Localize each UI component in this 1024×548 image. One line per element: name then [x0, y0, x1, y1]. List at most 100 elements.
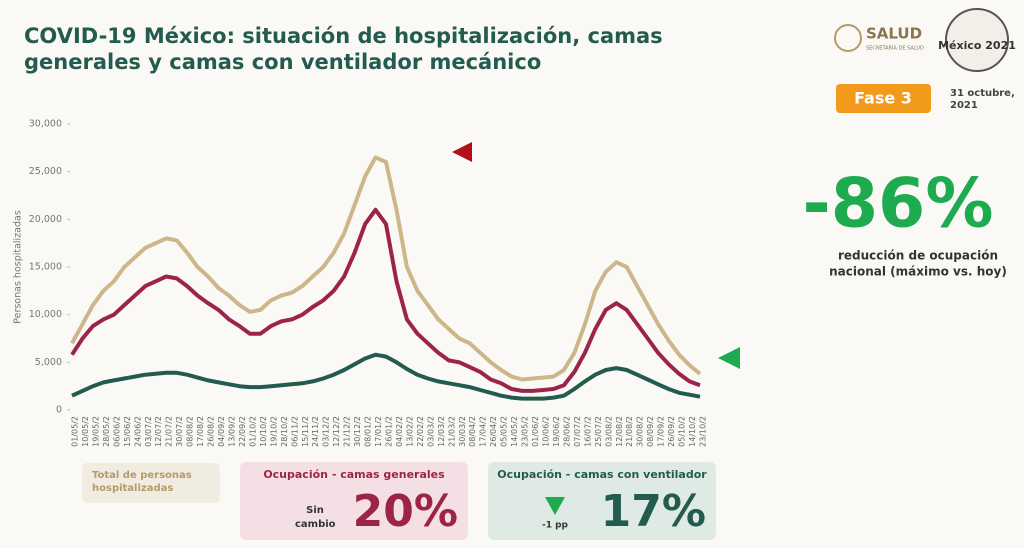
x-tick-label: 04/09/2 [217, 416, 226, 447]
y-tick-label: 20,000 [29, 214, 62, 225]
x-tick-label: 28/06/2 [562, 416, 571, 447]
x-tick-label: 30/03/2 [458, 416, 467, 447]
x-tick-label: 24/11/2 [311, 416, 320, 447]
x-tick-label: 16/07/2 [583, 416, 592, 447]
x-tick-label: 01/10/2 [248, 416, 257, 447]
series-line [70, 207, 701, 393]
x-tick-label: 12/12/2 [332, 416, 341, 447]
legend-label: Ocupación - camas generales [263, 468, 445, 481]
x-tick-label: 30/08/2 [636, 416, 645, 447]
x-tick-label: 22/02/2 [416, 416, 425, 447]
x-tick-label: 15/11/2 [301, 416, 310, 447]
x-tick-label: 13/02/2 [405, 416, 414, 447]
x-tick-label: 10/10/2 [259, 416, 268, 447]
x-tick-label: 17/09/2 [657, 416, 666, 447]
x-tick-label: 17/04/2 [479, 416, 488, 447]
y-tick-label: 25,000 [29, 166, 62, 177]
x-tick-label: 23/05/2 [521, 416, 530, 447]
x-tick-label: 23/10/2 [699, 416, 708, 447]
x-tick-label: 03/03/2 [426, 416, 435, 447]
emblem [945, 8, 1009, 72]
x-tick-label: 21/07/2 [165, 416, 174, 447]
x-tick-label: 21/03/2 [447, 416, 456, 447]
x-tick-label: 24/06/2 [133, 416, 142, 447]
x-tick-label: 17/01/2 [374, 416, 383, 447]
x-tick-label: 17/08/2 [196, 416, 205, 447]
x-tick-label: 26/04/2 [489, 416, 498, 447]
kpi-caption: nacional (máximo vs. hoy) [829, 265, 1007, 279]
legend-box [82, 463, 220, 503]
logo-seal [834, 24, 862, 52]
down-arrow [545, 497, 565, 515]
legend-box [240, 462, 468, 540]
x-tick-label: 28/10/2 [280, 416, 289, 447]
x-tick-label: 06/11/2 [290, 416, 299, 447]
phase-badge [836, 84, 931, 113]
x-tick-label: 26/01/2 [385, 416, 394, 447]
x-tick-label: 21/12/2 [343, 416, 352, 447]
logo-text: SALUD [866, 25, 922, 43]
x-tick-label: 03/08/2 [604, 416, 613, 447]
box-value: 17% [601, 486, 706, 537]
x-tick-label: 21/08/2 [625, 416, 634, 447]
series-line [70, 155, 702, 382]
date-line: 2021 [950, 100, 978, 111]
y-tick-label: 0 [56, 405, 62, 416]
title-line: generales y camas con ventilador mecánic… [24, 50, 541, 74]
box-value: 20% [353, 486, 458, 537]
x-tick-label: 01/06/2 [531, 416, 540, 447]
x-tick-label: 05/10/2 [678, 416, 687, 447]
x-tick-label: 05/05/2 [500, 416, 509, 447]
y-tick-label: 30,000 [29, 119, 62, 130]
x-tick-label: 14/10/2 [688, 416, 697, 447]
emblem-text: México 2021 [938, 39, 1016, 52]
x-tick-label: 25/07/2 [594, 416, 603, 447]
x-tick-label: 12/03/2 [437, 416, 446, 447]
y-tick-label: 5,000 [35, 357, 62, 368]
y-tick-label: 15,000 [29, 262, 62, 273]
legend-label: Ocupación - camas con ventilador [497, 468, 707, 481]
y-tick-label: 10,000 [29, 309, 62, 320]
y-axis-label: Personas hospitalizadas [13, 210, 24, 324]
legend-label: Total de personas hospitalizadas [92, 470, 192, 494]
x-tick-label: 26/09/2 [667, 416, 676, 447]
x-tick-label: 01/05/2 [71, 416, 80, 447]
x-tick-label: 03/12/2 [322, 416, 331, 447]
change-text: -1 pp [542, 521, 569, 531]
x-tick-label: 30/07/2 [175, 416, 184, 447]
x-tick-label: 13/09/2 [228, 416, 237, 447]
x-tick-label: 12/08/2 [615, 416, 624, 447]
x-tick-label: 19/06/2 [552, 416, 561, 447]
x-tick-label: 06/06/2 [112, 416, 121, 447]
x-tick-label: 26/08/2 [207, 416, 216, 447]
x-tick-label: 08/08/2 [186, 416, 195, 447]
x-tick-label: 08/01/2 [364, 416, 373, 447]
x-tick-label: 14/05/2 [510, 416, 519, 447]
title-line: COVID-19 México: situación de hospitaliz… [24, 24, 663, 48]
phase-text: Fase 3 [854, 89, 912, 108]
x-tick-label: 08/04/2 [468, 416, 477, 447]
kpi-caption: reducción de ocupación [838, 249, 998, 263]
legend-box [488, 462, 716, 540]
x-tick-label: 22/09/2 [238, 416, 247, 447]
x-tick-label: 03/07/2 [144, 416, 153, 447]
x-tick-label: 28/05/2 [102, 416, 111, 447]
x-tick-label: 12/07/2 [154, 416, 163, 447]
x-tick-label: 04/02/2 [395, 416, 404, 447]
date-line: 31 octubre, [950, 88, 1015, 99]
x-tick-label: 30/12/2 [353, 416, 362, 447]
marker-arrow [452, 142, 472, 162]
marker-arrow [718, 347, 740, 369]
x-tick-label: 10/06/2 [542, 416, 551, 447]
x-tick-label: 19/05/2 [91, 416, 100, 447]
x-tick-label: 08/09/2 [646, 416, 655, 447]
kpi-value: -86% [803, 165, 994, 244]
status-text: Sin [306, 505, 324, 516]
x-tick-label: 15/06/2 [123, 416, 132, 447]
status-text: cambio [295, 519, 336, 530]
series-line [71, 352, 701, 401]
logo-subtext: SECRETARÍA DE SALUD [866, 45, 924, 52]
x-tick-label: 10/05/2 [81, 416, 90, 447]
x-tick-label: 07/07/2 [573, 416, 582, 447]
